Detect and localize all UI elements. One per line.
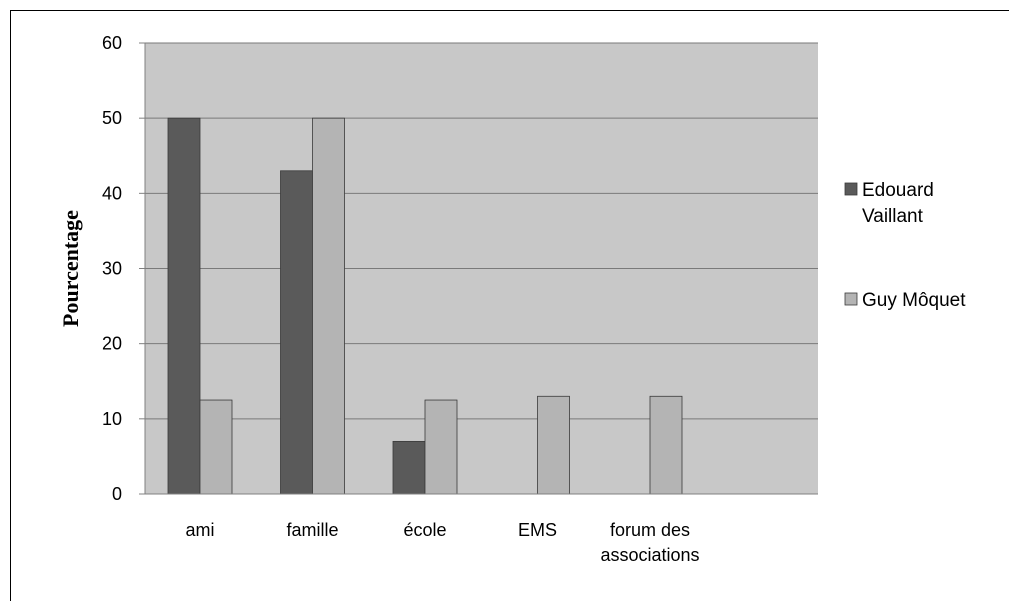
category-labels: ami famille école EMS forum des associations <box>185 520 699 565</box>
bar-guy-moquet-4 <box>649 395 683 495</box>
category-label: école <box>403 520 446 540</box>
y-tick-label: 0 <box>112 484 122 504</box>
category-label: EMS <box>518 520 557 540</box>
y-tick-label: 10 <box>102 409 122 429</box>
bar-guy-moquet-3 <box>537 395 570 495</box>
bar-edouard-vaillant-1 <box>280 170 313 495</box>
legend-label: Edouard Vaillant <box>862 180 934 227</box>
bar-guy-moquet-1 <box>312 117 345 495</box>
chart-frame <box>10 10 1009 601</box>
axes <box>139 42 818 495</box>
legend: Edouard Vaillant Guy Môquet <box>844 180 966 311</box>
legend-swatch <box>844 182 858 196</box>
category-label: forum des associations <box>600 520 699 565</box>
y-tick-label: 60 <box>102 33 122 53</box>
legend-label: Guy Môquet <box>862 290 966 311</box>
y-axis-label: Pourcentage <box>58 210 83 327</box>
y-tick-label: 20 <box>102 334 122 354</box>
gridlines <box>145 42 818 420</box>
bar-guy-moquet-0 <box>199 399 233 495</box>
category-label: ami <box>185 520 214 540</box>
y-tick-label: 40 <box>102 183 122 203</box>
y-tick-label: 50 <box>102 108 122 128</box>
category-label: famille <box>286 520 338 540</box>
y-tick-labels: 0 10 20 30 40 50 60 <box>102 33 122 504</box>
y-tick-label: 30 <box>102 259 122 279</box>
bars <box>167 117 683 495</box>
legend-swatch <box>844 292 858 306</box>
bar-edouard-vaillant-0 <box>167 117 201 495</box>
bar-edouard-vaillant-2 <box>392 440 426 495</box>
bar-guy-moquet-2 <box>424 399 458 495</box>
